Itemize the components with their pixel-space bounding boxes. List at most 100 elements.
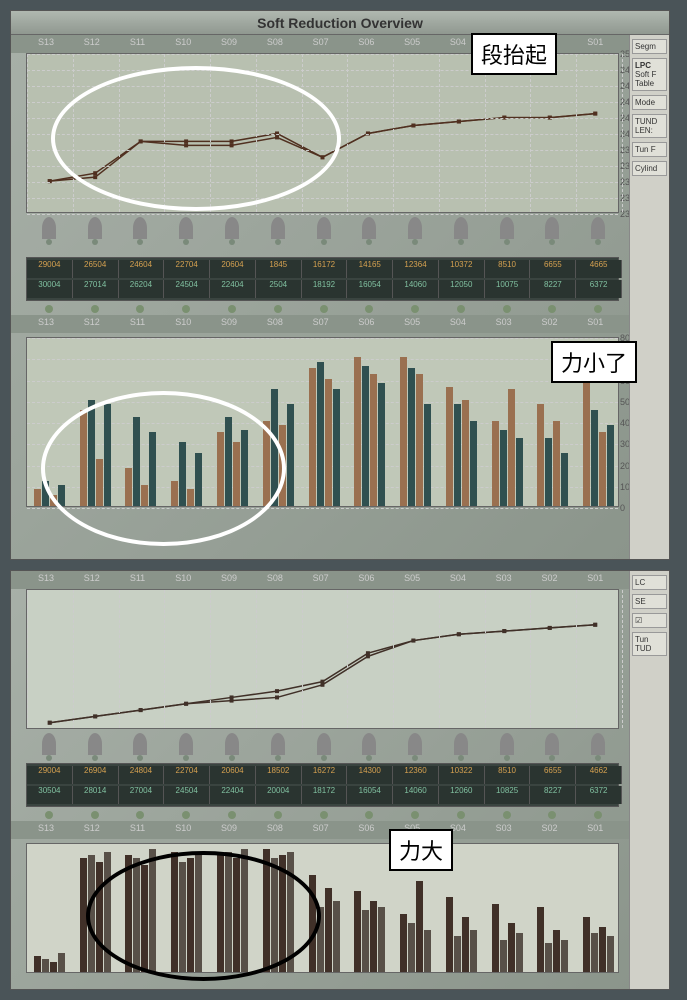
status-dot (365, 305, 373, 313)
bar (241, 849, 248, 973)
column-label: S08 (255, 37, 295, 47)
bar (34, 956, 41, 972)
segment-icon (408, 733, 422, 755)
bar (583, 917, 590, 972)
column-label: S10 (163, 317, 203, 327)
table-cell: 14060 (393, 280, 439, 298)
table-cell: 20604 (210, 766, 256, 784)
bottom-line-chart (26, 589, 619, 729)
bar (424, 930, 431, 972)
segment-icon (179, 217, 193, 239)
bar (263, 421, 270, 506)
table-cell: 6372 (576, 280, 622, 298)
column-label: S01 (575, 823, 615, 833)
table-cell: 24504 (164, 280, 210, 298)
status-dot (45, 305, 53, 313)
bottom-screen: S13S12S11S10S09S08S07S06S05S04S03S02S01 … (10, 570, 670, 990)
bar (470, 930, 477, 972)
segment-icon (591, 733, 605, 755)
annotation-lift: 段抬起 (471, 33, 557, 75)
table-cell: 10825 (485, 786, 531, 804)
table-cell: 16054 (347, 786, 393, 804)
table-cell: 24604 (119, 260, 165, 278)
bar (492, 904, 499, 972)
status-dot (182, 811, 190, 819)
table-cell: 26204 (119, 280, 165, 298)
bar (325, 888, 332, 973)
bar (80, 858, 87, 972)
bar (561, 453, 568, 506)
table-cell: 12364 (393, 260, 439, 278)
table-cell: 27014 (73, 280, 119, 298)
bar (149, 849, 156, 973)
side-mode-button[interactable]: Mode (632, 95, 667, 110)
bottom-side-panel: LC SE ☑ Tun TUD (629, 571, 669, 989)
bar (217, 432, 224, 506)
column-label: S12 (72, 317, 112, 327)
bar (171, 852, 178, 972)
segment-icon (362, 733, 376, 755)
column-label: S01 (575, 573, 615, 583)
bar (462, 917, 469, 972)
bar (195, 855, 202, 972)
status-dot (228, 305, 236, 313)
bar (271, 858, 278, 972)
bar (607, 425, 614, 506)
segment-icon (133, 733, 147, 755)
bar (104, 852, 111, 972)
bar (416, 374, 423, 506)
top-screen: Soft Reduction Overview S13S12S11S10S09S… (10, 10, 670, 560)
table-cell: 30004 (27, 280, 73, 298)
bar (80, 410, 87, 506)
table-cell: 18172 (302, 786, 348, 804)
bar (362, 366, 369, 506)
table-cell: 22704 (164, 766, 210, 784)
column-label: S11 (118, 37, 158, 47)
column-label: S10 (163, 823, 203, 833)
table-cell: 16172 (302, 260, 348, 278)
bar (58, 485, 65, 506)
window-title: Soft Reduction Overview (11, 11, 669, 35)
bar (354, 891, 361, 972)
status-dot (91, 305, 99, 313)
segment-icon (42, 733, 56, 755)
bar (416, 881, 423, 972)
table-cell: 14300 (347, 766, 393, 784)
bar (537, 404, 544, 506)
status-dot (136, 811, 144, 819)
bar (591, 933, 598, 972)
bar (553, 421, 560, 506)
column-label: S12 (72, 823, 112, 833)
status-dot (503, 305, 511, 313)
column-label: S09 (209, 37, 249, 47)
segment-icon (42, 217, 56, 239)
table-cell: 12060 (439, 786, 485, 804)
status-dot (274, 305, 282, 313)
bar (500, 430, 507, 507)
bar (141, 485, 148, 506)
status-dot (457, 811, 465, 819)
column-label: S08 (255, 317, 295, 327)
column-label: S03 (484, 317, 524, 327)
bar (233, 442, 240, 506)
bar (42, 959, 49, 972)
status-dot (228, 811, 236, 819)
column-label: S05 (392, 317, 432, 327)
bar (50, 495, 57, 506)
column-label: S11 (118, 823, 158, 833)
bottom-segment-icon-row (26, 733, 619, 763)
column-label: S09 (209, 573, 249, 583)
column-label: S02 (529, 573, 569, 583)
bottom-side-checkbox[interactable]: ☑ (632, 613, 667, 628)
column-label: S07 (301, 823, 341, 833)
annotation-force-big: 力大 (389, 829, 453, 871)
table-cell: 8227 (530, 280, 576, 298)
bar (333, 389, 340, 506)
bar (34, 489, 41, 506)
bar (446, 897, 453, 972)
status-dot (457, 305, 465, 313)
column-label: S13 (26, 573, 66, 583)
column-label: S11 (118, 573, 158, 583)
status-dot (274, 811, 282, 819)
segment-icon-row (26, 217, 619, 257)
